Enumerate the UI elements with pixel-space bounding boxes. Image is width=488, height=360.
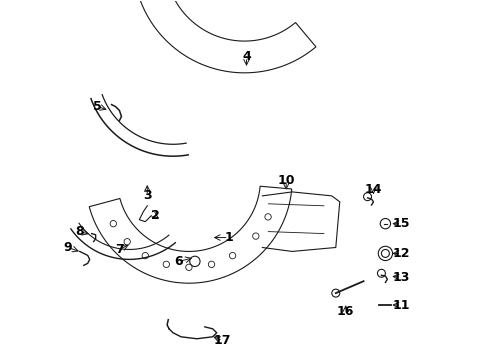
- Text: 1: 1: [224, 231, 232, 244]
- Text: 6: 6: [174, 255, 183, 268]
- Text: 7: 7: [115, 243, 123, 256]
- Text: 10: 10: [277, 174, 294, 186]
- Text: 3: 3: [142, 189, 151, 202]
- Text: 14: 14: [364, 184, 382, 197]
- Text: 17: 17: [213, 334, 231, 347]
- Text: 15: 15: [392, 217, 409, 230]
- Text: 11: 11: [392, 298, 409, 311]
- Text: 2: 2: [150, 209, 159, 222]
- Text: 8: 8: [75, 225, 84, 238]
- Text: 9: 9: [63, 241, 72, 254]
- Text: 4: 4: [242, 50, 250, 63]
- Text: 5: 5: [93, 100, 102, 113]
- Text: 12: 12: [392, 247, 409, 260]
- Text: 16: 16: [336, 305, 354, 318]
- Text: 13: 13: [392, 271, 409, 284]
